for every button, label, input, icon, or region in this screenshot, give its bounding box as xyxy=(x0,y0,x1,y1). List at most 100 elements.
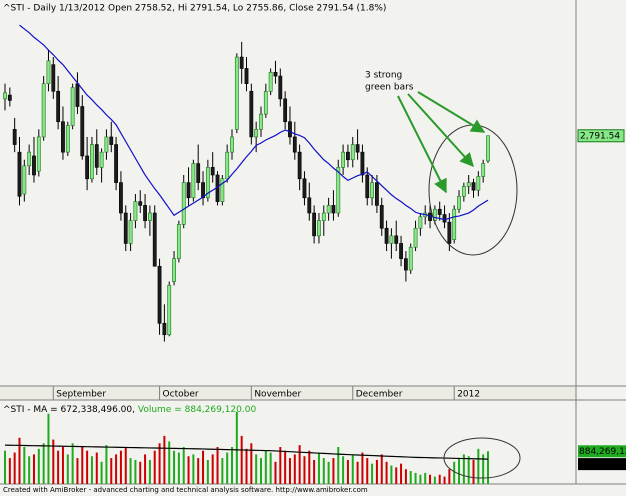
volume-bar xyxy=(279,447,282,484)
volume-bar xyxy=(467,456,470,484)
volume-bar xyxy=(28,456,31,484)
candle-body xyxy=(288,121,292,138)
candle-body xyxy=(210,167,215,176)
volume-bar xyxy=(342,456,345,484)
candle-body xyxy=(394,235,399,244)
candle-body xyxy=(90,144,94,180)
candle-body xyxy=(321,212,326,221)
volume-bar xyxy=(153,450,156,484)
volume-bar xyxy=(42,443,45,484)
y-tick-label: 672,338,49 xyxy=(579,460,626,470)
candle-body xyxy=(418,216,423,229)
volume-label: Volume = 884,269,120.00 xyxy=(138,405,257,415)
candle-body xyxy=(109,136,114,145)
volume-bar xyxy=(482,454,485,484)
volume-bar xyxy=(139,461,142,484)
candle-body xyxy=(297,151,302,180)
volume-bar xyxy=(4,450,6,484)
volume-bar xyxy=(322,458,325,484)
candle-body xyxy=(302,178,307,199)
candle-body xyxy=(230,136,234,153)
x-tick-label: October xyxy=(163,390,199,400)
volume-bar xyxy=(115,454,118,484)
volume-bar xyxy=(206,459,209,484)
volume-bar xyxy=(477,448,480,484)
candle-body xyxy=(384,227,389,244)
volume-bar xyxy=(327,461,330,484)
candle-body xyxy=(99,151,104,168)
volume-bar xyxy=(57,450,60,484)
volume-bar xyxy=(429,474,432,484)
volume-bar xyxy=(134,459,137,484)
candle-body xyxy=(461,186,466,197)
volume-bar xyxy=(337,447,340,484)
volume-bar xyxy=(313,459,316,484)
volume-bar xyxy=(235,411,238,484)
volume-bar xyxy=(81,447,84,484)
annotation: 3 strong xyxy=(365,71,402,81)
volume-ma-line xyxy=(4,444,489,460)
candle-body xyxy=(312,212,317,237)
candle-body xyxy=(22,165,27,195)
candle-body xyxy=(36,136,41,172)
candle-body xyxy=(413,227,418,248)
candle-body xyxy=(317,220,321,237)
volume-bar xyxy=(462,454,465,484)
candle-body xyxy=(403,258,408,271)
candle-body xyxy=(447,221,452,244)
volume-bar xyxy=(250,443,253,484)
candle-body xyxy=(346,151,350,161)
candle-body xyxy=(481,163,486,177)
candle-body xyxy=(389,235,394,244)
volume-bar xyxy=(366,458,369,484)
candle-body xyxy=(41,83,46,138)
candle-body xyxy=(51,64,56,92)
candle-body xyxy=(128,220,133,244)
candle-body xyxy=(157,265,162,324)
candle-body xyxy=(292,136,297,153)
volume-bar xyxy=(197,458,200,484)
candle-body xyxy=(331,205,336,214)
volume-bar xyxy=(202,450,205,484)
volume-bar xyxy=(419,474,422,484)
candle-body xyxy=(152,212,157,267)
candle-body xyxy=(85,155,90,180)
candle-body xyxy=(244,68,249,84)
volume-bar xyxy=(245,448,248,484)
volume-bar xyxy=(458,458,461,484)
volume-bar xyxy=(255,454,258,484)
candle-body xyxy=(167,284,172,336)
x-tick-label: December xyxy=(356,390,403,400)
volume-bar xyxy=(52,439,55,484)
volume-bar xyxy=(231,447,234,484)
candle-body xyxy=(70,87,75,126)
volume-bar xyxy=(361,452,364,484)
candle-body xyxy=(355,144,360,153)
volume-bar xyxy=(351,454,354,484)
candle-body xyxy=(457,195,461,210)
volume-bar xyxy=(317,452,320,484)
candle-body xyxy=(80,106,85,157)
volume-ma-label: ^STI - MA = 672,338,496.00, xyxy=(3,405,135,415)
volume-bar xyxy=(293,454,296,484)
volume-bar xyxy=(192,454,195,484)
annotation-arrow xyxy=(417,91,486,133)
volume-bar xyxy=(90,456,93,484)
candle-body xyxy=(46,60,51,84)
volume-bar xyxy=(433,476,436,484)
candle-body xyxy=(172,258,176,282)
volume-bar xyxy=(129,458,132,484)
candle-body xyxy=(75,83,80,107)
candle-body xyxy=(3,92,7,100)
highlight-ellipse xyxy=(443,437,521,479)
candle-body xyxy=(471,182,476,191)
candle-body xyxy=(408,246,413,271)
candle-body xyxy=(283,98,288,123)
volume-bar xyxy=(23,447,26,484)
volume-bar xyxy=(13,452,16,484)
candle-body xyxy=(442,214,447,223)
volume-bar xyxy=(163,435,166,484)
volume-bar xyxy=(71,443,74,484)
volume-bar xyxy=(308,450,311,484)
candle-body xyxy=(196,163,201,183)
